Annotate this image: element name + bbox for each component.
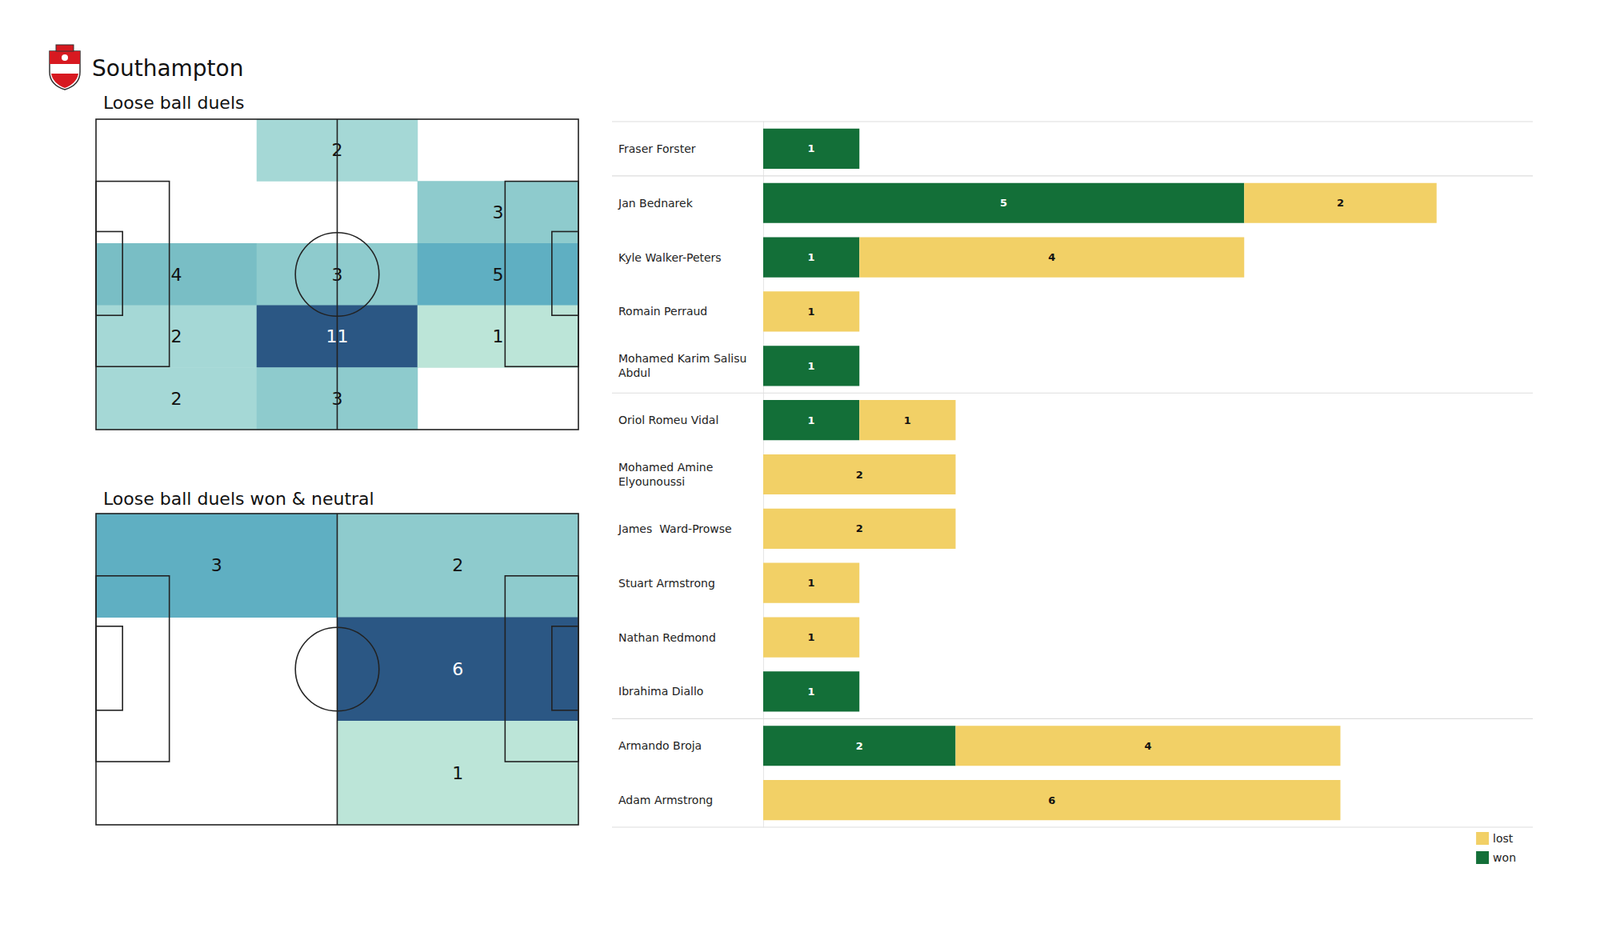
svg-text:Armando Broja: Armando Broja (618, 739, 702, 752)
svg-text:Fraser Forster: Fraser Forster (618, 142, 696, 156)
svg-text:Jan Bednarek: Jan Bednarek (617, 196, 694, 210)
svg-text:1: 1 (808, 360, 816, 372)
svg-text:Mohamed Karim Salisu: Mohamed Karim Salisu (618, 352, 751, 365)
svg-text:2: 2 (452, 555, 464, 576)
svg-text:2: 2 (171, 326, 183, 347)
svg-text:1: 1 (808, 251, 816, 264)
svg-text:2: 2 (856, 468, 864, 481)
svg-text:1: 1 (808, 414, 816, 427)
svg-text:5: 5 (492, 264, 504, 285)
svg-text:Ibrahima Diallo: Ibrahima Diallo (618, 684, 704, 698)
svg-text:1: 1 (808, 631, 816, 644)
svg-text:Southampton: Southampton (92, 55, 244, 82)
svg-text:Kyle Walker-Peters: Kyle Walker-Peters (618, 251, 722, 264)
svg-text:1: 1 (492, 326, 504, 347)
svg-text:Elyounoussi: Elyounoussi (618, 475, 685, 488)
svg-text:Abdul: Abdul (618, 366, 651, 380)
svg-text:James Ward-Prowse: James Ward-Prowse (617, 522, 732, 536)
svg-text:1: 1 (808, 685, 816, 698)
svg-text:Adam Armstrong: Adam Armstrong (618, 793, 713, 807)
svg-text:1: 1 (808, 142, 816, 155)
svg-text:2: 2 (856, 740, 864, 752)
svg-text:4: 4 (1144, 740, 1152, 752)
svg-text:2: 2 (1336, 196, 1344, 209)
svg-text:3: 3 (332, 264, 344, 285)
svg-text:6: 6 (1048, 794, 1056, 807)
svg-text:Nathan Redmond: Nathan Redmond (618, 631, 716, 644)
svg-text:Romain Perraud: Romain Perraud (618, 304, 708, 318)
svg-text:1: 1 (452, 763, 464, 784)
svg-text:2: 2 (171, 388, 183, 409)
svg-text:Oriol Romeu Vidal: Oriol Romeu Vidal (618, 413, 719, 427)
svg-text:Loose ball duels: Loose ball duels (103, 92, 244, 113)
svg-text:3: 3 (492, 202, 504, 223)
svg-text:2: 2 (856, 522, 864, 535)
svg-text:3: 3 (211, 555, 223, 576)
svg-text:6: 6 (452, 659, 464, 680)
svg-text:4: 4 (171, 264, 183, 285)
svg-text:Stuart Armstrong: Stuart Armstrong (618, 576, 716, 590)
svg-text:1: 1 (904, 414, 912, 427)
svg-text:1: 1 (808, 576, 816, 589)
svg-text:2: 2 (332, 140, 344, 160)
svg-text:1: 1 (808, 305, 816, 318)
svg-text:5: 5 (1000, 196, 1008, 209)
svg-text:won: won (1492, 851, 1516, 864)
svg-text:lost: lost (1492, 832, 1514, 845)
svg-text:Mohamed Amine: Mohamed Amine (618, 460, 717, 474)
svg-text:11: 11 (326, 326, 349, 347)
svg-text:4: 4 (1048, 251, 1056, 264)
svg-text:3: 3 (332, 388, 344, 409)
svg-text:Loose ball duels won & neutral: Loose ball duels won & neutral (103, 488, 375, 509)
